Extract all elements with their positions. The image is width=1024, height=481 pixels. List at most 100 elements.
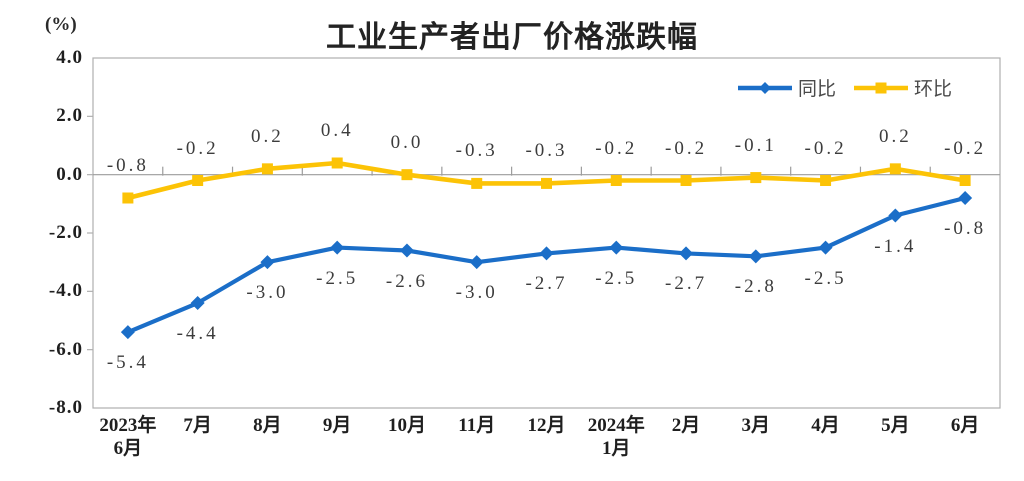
y-axis-unit-label: (%) <box>45 14 77 35</box>
yoy-data-label: -1.4 <box>874 235 917 257</box>
mom-data-label: 0.2 <box>878 125 912 147</box>
yoy-marker <box>679 246 694 261</box>
x-axis-label-line: 12月 <box>527 415 566 436</box>
yoy-marker <box>469 255 484 270</box>
mom-marker <box>959 175 971 186</box>
mom-data-label: -0.2 <box>944 137 987 159</box>
x-axis-label: 9月 <box>323 414 352 437</box>
yoy-data-label: -5.4 <box>106 352 149 374</box>
x-axis-label: 4月 <box>811 414 840 437</box>
mom-marker <box>610 175 622 186</box>
x-axis-label: 12月 <box>527 414 565 437</box>
legend-label-yoy: 同比 <box>797 79 836 100</box>
x-axis-label: 3月 <box>742 414 771 437</box>
yoy-legend-marker <box>758 81 771 94</box>
yoy-marker <box>260 255 275 270</box>
x-axis-label-line: 1月 <box>602 438 631 459</box>
x-axis-label-line: 10月 <box>387 415 426 436</box>
yoy-marker <box>399 243 414 258</box>
y-axis-label: 2.0 <box>56 105 83 127</box>
x-axis-label-line: 5月 <box>881 415 910 436</box>
mom-data-label: -0.8 <box>106 155 149 176</box>
plot-border <box>92 57 1001 409</box>
yoy-data-label: -3.0 <box>455 282 498 304</box>
yoy-data-label: -2.6 <box>385 270 428 292</box>
mom-marker <box>331 157 343 169</box>
yoy-data-label: -2.5 <box>595 267 638 289</box>
x-axis-label-line: 7月 <box>183 415 212 436</box>
x-axis-label: 5月 <box>881 414 910 437</box>
yoy-marker <box>190 296 205 310</box>
mom-data-label: -0.2 <box>176 137 219 159</box>
x-axis-label-line: 3月 <box>741 415 771 436</box>
yoy-line-swatch <box>737 81 792 94</box>
x-axis-label: 2024年 1月 <box>588 414 645 460</box>
mom-marker <box>401 169 413 181</box>
x-axis-label: 8月 <box>253 414 282 437</box>
x-axis-label-line: 9月 <box>322 415 352 436</box>
yoy-data-label: -2.7 <box>525 273 568 295</box>
x-axis-label-line: 2月 <box>671 415 701 436</box>
legend: 同比 环比 <box>737 74 952 101</box>
x-axis-label: 2023年 6月 <box>99 414 156 460</box>
yoy-marker <box>888 208 903 223</box>
mom-data-label: -0.2 <box>664 137 708 159</box>
y-axis-label: -2.0 <box>48 222 83 243</box>
y-axis-label: -4.0 <box>48 280 83 302</box>
x-axis-label: 2月 <box>672 414 701 437</box>
legend-item-mom: 环比 <box>853 74 952 101</box>
mom-line-swatch <box>853 82 908 93</box>
mom-marker <box>889 163 901 175</box>
mom-data-label: 0.4 <box>320 120 354 141</box>
x-axis-label-line: 4月 <box>811 415 840 436</box>
mom-data-label: -0.2 <box>595 137 638 159</box>
x-axis-label: 10月 <box>388 414 426 437</box>
mom-marker <box>122 192 134 204</box>
mom-data-label: -0.3 <box>455 140 498 162</box>
mom-marker <box>192 175 204 186</box>
mom-data-label: 0.0 <box>390 131 424 153</box>
mom-data-label: -0.2 <box>804 137 847 159</box>
x-axis-label-line: 6月 <box>950 415 980 436</box>
legend-item-yoy: 同比 <box>737 74 836 101</box>
mom-data-label: -0.1 <box>734 134 777 156</box>
yoy-marker <box>330 240 345 255</box>
mom-marker <box>541 177 552 189</box>
x-axis-label: 11月 <box>458 414 495 437</box>
yoy-marker <box>958 191 973 205</box>
x-axis-label: 7月 <box>183 414 212 437</box>
yoy-marker <box>539 246 554 261</box>
yoy-line <box>125 195 968 335</box>
yoy-data-label: -2.5 <box>804 267 847 289</box>
yoy-marker <box>818 240 833 255</box>
mom-data-label: 0.2 <box>251 125 284 147</box>
x-axis-label-line: 6月 <box>113 438 143 459</box>
mom-marker <box>471 177 483 189</box>
yoy-data-label: -2.5 <box>316 267 359 289</box>
mom-marker <box>680 175 692 186</box>
yoy-marker <box>120 325 135 340</box>
legend-label-mom: 环比 <box>913 79 952 100</box>
mom-data-label: -0.3 <box>525 140 568 162</box>
x-axis-label-line: 11月 <box>458 415 496 436</box>
mom-marker <box>750 172 762 184</box>
y-axis-label: -6.0 <box>48 338 83 360</box>
yoy-marker <box>748 249 763 264</box>
x-axis-label-line: 2023年 <box>99 415 157 436</box>
mom-marker <box>820 175 832 186</box>
y-axis-label: 4.0 <box>56 47 83 68</box>
yoy-data-label: -2.8 <box>734 276 777 298</box>
x-axis-label-line: 8月 <box>253 415 282 436</box>
x-axis-label: 6月 <box>951 414 980 437</box>
mom-legend-marker <box>875 82 887 93</box>
x-axis-label-line: 2024年 <box>587 415 645 436</box>
chart-title: 工业生产者出厂价格涨跌幅 <box>326 21 698 54</box>
yoy-marker <box>609 240 624 255</box>
mom-marker <box>261 163 273 175</box>
y-axis-label: -8.0 <box>48 397 83 418</box>
yoy-data-label: -0.8 <box>944 218 987 239</box>
yoy-data-label: -2.7 <box>664 273 708 295</box>
yoy-data-label: -3.0 <box>246 282 289 304</box>
